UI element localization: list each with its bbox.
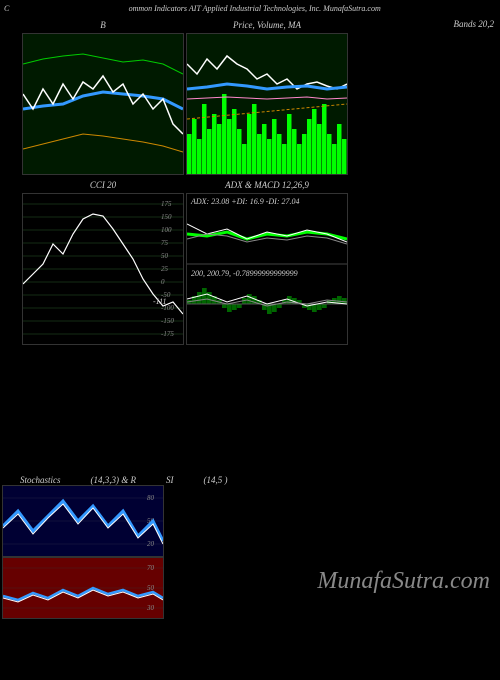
svg-text:150: 150 — [161, 213, 172, 221]
svg-text:70: 70 — [147, 564, 155, 572]
svg-text:20: 20 — [147, 540, 155, 548]
stoch-label: Stochastics — [20, 475, 61, 485]
svg-text:25: 25 — [161, 265, 169, 273]
chart-bollinger — [23, 34, 183, 174]
header-text: ommon Indicators AIT Applied Industrial … — [129, 4, 381, 13]
svg-text:175: 175 — [161, 200, 172, 208]
svg-text:ADX: 23.08 +DI: 16.9 -DI: 27.: ADX: 23.08 +DI: 16.9 -DI: 27.04 — [190, 197, 300, 206]
panel-adx-title: ADX & MACD 12,26,9 — [225, 180, 309, 190]
panel-adx-macd: ADX & MACD 12,26,9 ADX: 23.08 +DI: 16.9 … — [186, 193, 348, 345]
panel-rsi: 705030 — [2, 557, 164, 619]
chart-rsi: 705030 — [3, 558, 163, 618]
rsi-label: SI — [166, 475, 174, 485]
stoch-params: (14,3,3) & R — [91, 475, 137, 485]
svg-text:100: 100 — [161, 226, 172, 234]
chart-cci: 1751501007550250-50-100-150-175-111 — [23, 194, 183, 344]
header-left: C — [0, 4, 9, 13]
panel-cci-title: CCI 20 — [90, 180, 116, 190]
chart-stochastics: 805020 — [3, 486, 163, 556]
panel-b: B — [22, 33, 184, 175]
svg-text:80: 80 — [147, 494, 155, 502]
panel-price: Price, Volume, MA — [186, 33, 348, 175]
rsi-params: (14,5 ) — [204, 475, 228, 485]
chart-price-volume — [187, 34, 347, 174]
panel-b-title: B — [100, 20, 106, 30]
bands-label: Bands 20,2 — [454, 19, 495, 29]
panel-stochastics: 805020 — [2, 485, 164, 557]
svg-text:-175: -175 — [161, 330, 174, 338]
panel-cci: CCI 20 1751501007550250-50-100-150-175-1… — [22, 193, 184, 345]
panel-price-title: Price, Volume, MA — [233, 20, 301, 30]
svg-text:0: 0 — [161, 278, 165, 286]
watermark: MunafaSutra.com — [317, 568, 490, 595]
svg-text:-150: -150 — [161, 317, 174, 325]
svg-text:30: 30 — [146, 604, 155, 612]
svg-text:200, 200.79, -0.78999999999999: 200, 200.79, -0.78999999999999 — [191, 269, 298, 278]
svg-text:75: 75 — [161, 239, 169, 247]
chart-adx-macd: ADX: 23.08 +DI: 16.9 -DI: 27.04 200, 200.… — [187, 194, 347, 344]
svg-text:50: 50 — [161, 252, 169, 260]
svg-text:-111: -111 — [153, 297, 166, 306]
